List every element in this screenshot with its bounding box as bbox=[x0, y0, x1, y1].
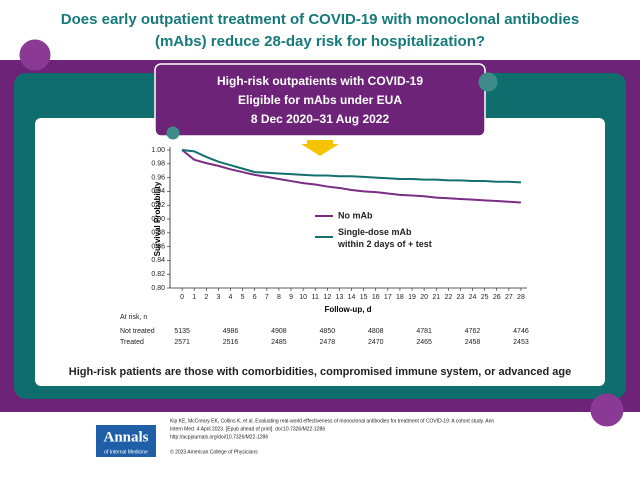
logo-text: Annals bbox=[103, 429, 148, 445]
title: (mAbs) reduce 28-day risk for hospitaliz… bbox=[155, 33, 485, 50]
risk-value: 2478 bbox=[320, 339, 336, 346]
risk-value: 4808 bbox=[368, 328, 384, 335]
x-tick-label: 21 bbox=[432, 294, 440, 301]
risk-value: 2458 bbox=[465, 339, 481, 346]
x-tick-label: 9 bbox=[289, 294, 293, 301]
risk-value: 2571 bbox=[174, 339, 190, 346]
series-line bbox=[181, 149, 522, 204]
y-tick-label: 0.98 bbox=[151, 161, 165, 168]
x-tick-label: 6 bbox=[253, 294, 257, 301]
risk-value: 2470 bbox=[368, 339, 384, 346]
x-tick-label: 12 bbox=[323, 294, 331, 301]
virus-icon bbox=[19, 39, 624, 427]
y-axis-label: Survival Probability bbox=[153, 181, 162, 256]
x-tick-label: 19 bbox=[408, 294, 416, 301]
risk-value: 2485 bbox=[271, 339, 287, 346]
citation: Kip KE, McCreary EK, Collins K, et al. E… bbox=[170, 418, 494, 424]
legend-label: No mAb bbox=[338, 210, 373, 220]
x-tick-label: 22 bbox=[444, 294, 452, 301]
legend-label: Single-dose mAb within 2 days of + test bbox=[337, 227, 432, 249]
x-tick-label: 3 bbox=[216, 294, 220, 301]
y-tick-label: 0.94 bbox=[151, 188, 165, 195]
x-tick-label: 11 bbox=[312, 294, 319, 301]
y-tick-label: 0.84 bbox=[151, 257, 165, 264]
x-tick-label: 28 bbox=[517, 294, 525, 301]
population-text: Eligible for mAbs under EUA bbox=[238, 93, 402, 107]
population-text: High-risk outpatients with COVID-19 bbox=[217, 74, 423, 88]
x-tick-label: 14 bbox=[348, 294, 356, 301]
x-tick-label: 27 bbox=[505, 294, 513, 301]
x-tick-label: 0 bbox=[180, 294, 184, 301]
risk-value: 2465 bbox=[416, 339, 432, 346]
x-tick-label: 20 bbox=[420, 294, 428, 301]
population-text: 8 Dec 2020–31 Aug 2022 bbox=[251, 112, 390, 126]
logo-text: of Internal Medicine bbox=[104, 449, 148, 455]
x-tick-label: 1 bbox=[192, 294, 196, 301]
risk-row-label: Treated bbox=[120, 339, 144, 346]
x-tick-label: 10 bbox=[299, 294, 307, 301]
x-tick-label: 8 bbox=[277, 294, 281, 301]
risk-value: 4908 bbox=[271, 328, 287, 335]
x-tick-label: 2 bbox=[204, 294, 208, 301]
citation: http://acpjournals.org/doi/10.7326/M22-1… bbox=[170, 434, 268, 440]
title: Does early outpatient treatment of COVID… bbox=[61, 11, 579, 28]
y-tick-label: 0.90 bbox=[151, 216, 165, 223]
population-box bbox=[154, 63, 486, 137]
risk-value: 4781 bbox=[416, 328, 432, 335]
x-tick-label: 4 bbox=[229, 294, 233, 301]
x-tick-label: 17 bbox=[384, 294, 392, 301]
x-tick-label: 16 bbox=[372, 294, 380, 301]
copyright: © 2023 American College of Physicians bbox=[170, 448, 258, 455]
y-tick-label: 0.80 bbox=[151, 285, 165, 292]
x-tick-label: 23 bbox=[457, 294, 465, 301]
risk-title: At risk, n bbox=[120, 314, 147, 321]
x-tick-label: 24 bbox=[469, 294, 477, 301]
y-tick-label: 0.96 bbox=[151, 174, 165, 181]
arrow bbox=[301, 140, 339, 156]
series-line bbox=[181, 149, 522, 184]
x-tick-label: 25 bbox=[481, 294, 489, 301]
logo bbox=[96, 425, 156, 457]
risk-value: 4762 bbox=[465, 328, 481, 335]
risk-value: 4986 bbox=[223, 328, 239, 335]
x-tick-label: 26 bbox=[493, 294, 501, 301]
y-tick-label: 0.92 bbox=[151, 202, 165, 209]
x-tick-label: 5 bbox=[241, 294, 245, 301]
citation: Intern Med. 4 April 2023. [Epub ahead of… bbox=[170, 426, 325, 432]
risk-value: 4850 bbox=[320, 328, 336, 335]
x-axis-label: Follow-up, d bbox=[324, 305, 371, 314]
x-tick-label: 15 bbox=[360, 294, 368, 301]
y-tick-label: 0.82 bbox=[151, 271, 165, 278]
y-tick-label: 1.00 bbox=[151, 147, 165, 154]
x-tick-label: 13 bbox=[336, 294, 344, 301]
risk-value: 2516 bbox=[223, 339, 239, 346]
y-tick-label: 0.88 bbox=[151, 230, 165, 237]
risk-row-label: Not treated bbox=[120, 328, 155, 335]
x-tick-label: 7 bbox=[265, 294, 269, 301]
risk-value: 4746 bbox=[513, 328, 529, 335]
x-tick-label: 18 bbox=[396, 294, 404, 301]
risk-value: 5135 bbox=[174, 328, 190, 335]
risk-value: 2453 bbox=[513, 339, 529, 346]
white-panel bbox=[35, 118, 605, 386]
note: High-risk patients are those with comorb… bbox=[69, 366, 571, 378]
y-tick-label: 0.86 bbox=[151, 243, 165, 250]
